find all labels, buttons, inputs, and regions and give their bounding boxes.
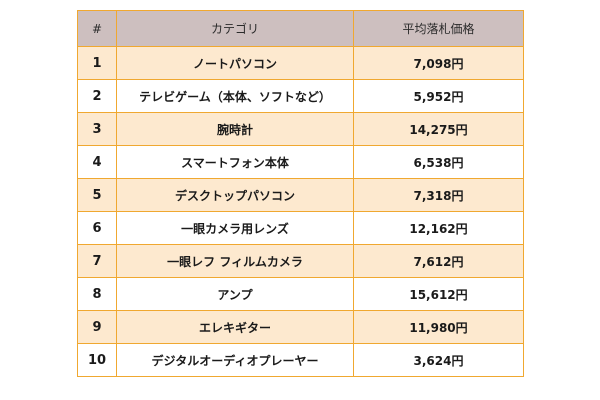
table-row: 4 スマートフォン本体 6,538円 <box>77 145 524 179</box>
category-cell: ノートパソコン <box>116 46 354 80</box>
rank-cell: 4 <box>77 145 117 179</box>
category-cell: スマートフォン本体 <box>116 145 354 179</box>
price-cell: 15,612円 <box>353 277 524 311</box>
table-row: 3 腕時計 14,275円 <box>77 112 524 146</box>
price-cell: 14,275円 <box>353 112 524 146</box>
price-cell: 7,612円 <box>353 244 524 278</box>
ranking-table: # カテゴリ 平均落札価格 1 ノートパソコン 7,098円 2 テレビゲーム（… <box>77 10 524 377</box>
price-cell: 11,980円 <box>353 310 524 344</box>
price-cell: 5,952円 <box>353 79 524 113</box>
category-cell: 腕時計 <box>116 112 354 146</box>
table-header: # カテゴリ 平均落札価格 <box>77 10 524 47</box>
table-row: 1 ノートパソコン 7,098円 <box>77 46 524 80</box>
table-row: 2 テレビゲーム（本体、ソフトなど） 5,952円 <box>77 79 524 113</box>
category-cell: テレビゲーム（本体、ソフトなど） <box>116 79 354 113</box>
rank-cell: 6 <box>77 211 117 245</box>
rank-cell: 1 <box>77 46 117 80</box>
table-row: 6 一眼カメラ用レンズ 12,162円 <box>77 211 524 245</box>
table-row: 9 エレキギター 11,980円 <box>77 310 524 344</box>
rank-cell: 10 <box>77 343 117 377</box>
header-row: # カテゴリ 平均落札価格 <box>77 10 524 47</box>
category-cell: 一眼レフ フィルムカメラ <box>116 244 354 278</box>
price-cell: 6,538円 <box>353 145 524 179</box>
category-cell: デジタルオーディオプレーヤー <box>116 343 354 377</box>
rank-cell: 5 <box>77 178 117 212</box>
price-cell: 12,162円 <box>353 211 524 245</box>
table-row: 5 デスクトップパソコン 7,318円 <box>77 178 524 212</box>
rank-cell: 8 <box>77 277 117 311</box>
header-rank: # <box>77 10 117 47</box>
header-average-price: 平均落札価格 <box>353 10 524 47</box>
category-cell: デスクトップパソコン <box>116 178 354 212</box>
price-cell: 3,624円 <box>353 343 524 377</box>
table-row: 8 アンプ 15,612円 <box>77 277 524 311</box>
table-row: 10 デジタルオーディオプレーヤー 3,624円 <box>77 343 524 377</box>
category-cell: エレキギター <box>116 310 354 344</box>
rank-cell: 7 <box>77 244 117 278</box>
rank-cell: 2 <box>77 79 117 113</box>
price-cell: 7,098円 <box>353 46 524 80</box>
price-cell: 7,318円 <box>353 178 524 212</box>
category-cell: アンプ <box>116 277 354 311</box>
rank-cell: 9 <box>77 310 117 344</box>
rank-cell: 3 <box>77 112 117 146</box>
table-row: 7 一眼レフ フィルムカメラ 7,612円 <box>77 244 524 278</box>
table-body: 1 ノートパソコン 7,098円 2 テレビゲーム（本体、ソフトなど） 5,95… <box>77 46 524 377</box>
header-category: カテゴリ <box>116 10 354 47</box>
category-cell: 一眼カメラ用レンズ <box>116 211 354 245</box>
